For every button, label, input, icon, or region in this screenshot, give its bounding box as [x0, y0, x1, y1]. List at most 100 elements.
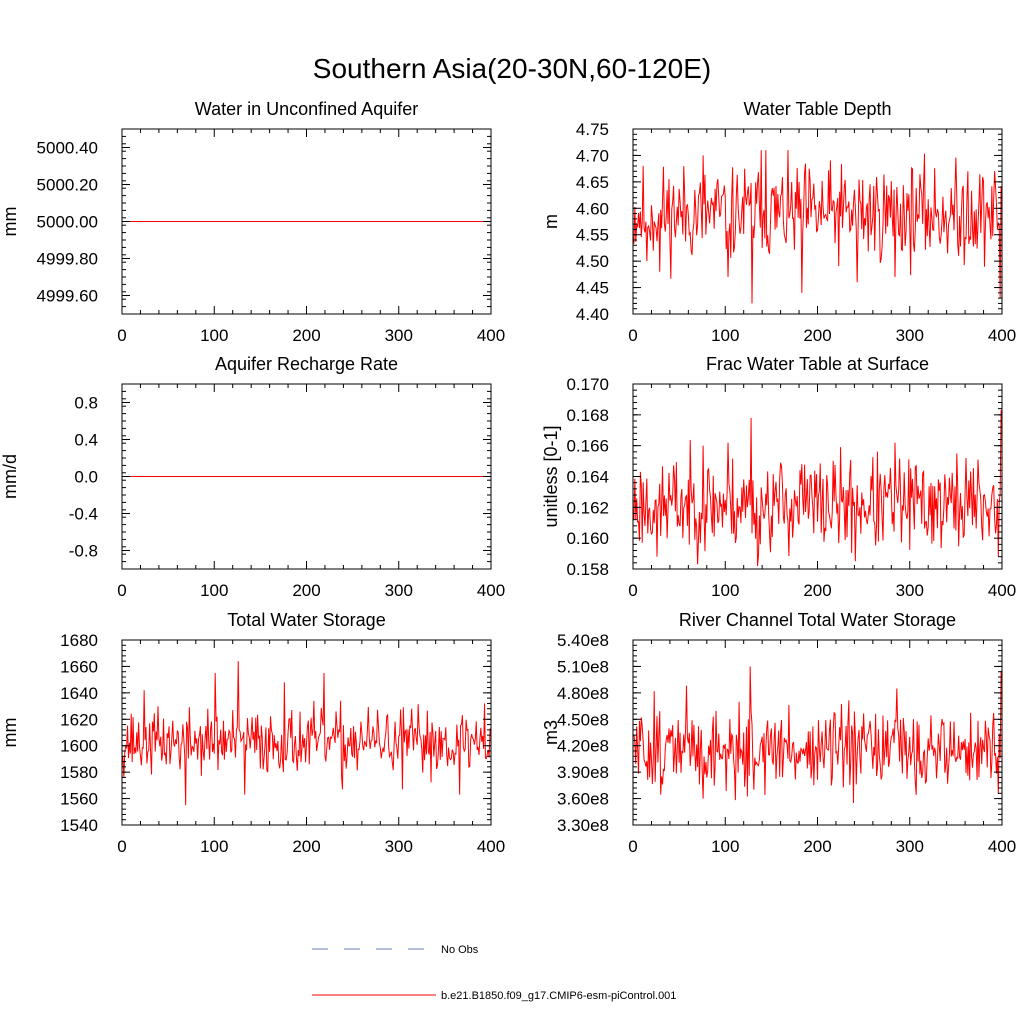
x-tick-label: 100	[200, 581, 228, 600]
x-tick-label: 400	[988, 326, 1016, 345]
x-tick-label: 400	[477, 326, 505, 345]
y-tick-label: 1640	[60, 684, 98, 703]
x-tick-label: 0	[117, 837, 126, 856]
x-tick-label: 200	[292, 581, 320, 600]
plot-frame	[632, 383, 1003, 570]
y-tick-label: 3.90e8	[557, 763, 609, 782]
panel-5: Total Water Storage mm 0 100 200 300 400 1540 15…	[0, 610, 505, 856]
y-tick-label: 0.8	[74, 394, 98, 413]
x-tick-label: 200	[803, 837, 831, 856]
x-tick-label: 0	[628, 581, 637, 600]
x-tick-label: 300	[385, 326, 413, 345]
x-tick-label: 400	[988, 837, 1016, 856]
x-tick-label: 0	[628, 837, 637, 856]
x-tick-label: 200	[803, 581, 831, 600]
y-tick-label: 4.45	[576, 279, 609, 298]
series-line	[633, 410, 1002, 566]
series-line	[122, 661, 491, 806]
y-tick-label: 4.75	[576, 120, 609, 139]
panel-title: Total Water Storage	[227, 610, 385, 630]
panel-title: Aquifer Recharge Rate	[215, 354, 398, 374]
y-tick-label: 1620	[60, 710, 98, 729]
panel-2: Water Table Depth m 0 100 200 300 400 4.40 4.45 4…	[541, 99, 1016, 345]
y-tick-label: 4.40	[576, 305, 609, 324]
y-tick-label: 0.170	[566, 375, 609, 394]
x-tick-label: 400	[477, 837, 505, 856]
y-tick-label: 4999.60	[37, 287, 98, 306]
y-axis-label: m	[541, 214, 561, 229]
y-axis-label: m3	[541, 720, 561, 745]
y-tick-label: 4.60	[576, 199, 609, 218]
x-tick-label: 100	[711, 581, 739, 600]
x-tick-label: 300	[896, 326, 924, 345]
y-tick-label: 4.20e8	[557, 737, 609, 756]
x-tick-label: 200	[292, 837, 320, 856]
legend-label-model: b.e21.B1850.f09_g17.CMIP6-esm-piControl.…	[441, 990, 676, 1002]
x-tick-label: 100	[711, 326, 739, 345]
y-axis-label: unitless [0-1]	[541, 425, 561, 527]
y-tick-label: 0.4	[74, 431, 98, 450]
panel-title: Water in Unconfined Aquifer	[195, 99, 418, 119]
legend-label-no-obs: No Obs	[441, 944, 479, 956]
y-tick-label: 3.30e8	[557, 816, 609, 835]
panel-3: Aquifer Recharge Rate mm/d 0 100 200 300 400 -0…	[0, 354, 505, 600]
y-tick-label: 0.158	[566, 560, 609, 579]
y-tick-label: 4.55	[576, 226, 609, 245]
x-tick-label: 300	[896, 581, 924, 600]
panel-1: Water in Unconfined Aquifer mm 0 100 200 300 4…	[0, 99, 505, 345]
y-tick-label: 0.0	[74, 468, 98, 487]
y-tick-label: 1680	[60, 631, 98, 650]
y-tick-label: 1600	[60, 737, 98, 756]
plot-frame	[632, 639, 1003, 826]
y-tick-label: 4.80e8	[557, 684, 609, 703]
y-tick-label: 0.164	[566, 468, 609, 487]
x-tick-label: 200	[292, 326, 320, 345]
y-tick-label: 5.40e8	[557, 631, 609, 650]
y-tick-label: 4999.80	[37, 250, 98, 269]
y-tick-label: 1660	[60, 657, 98, 676]
y-tick-label: 4.65	[576, 173, 609, 192]
panels: Water in Unconfined Aquifer mm 0 100 200 300 4…	[0, 99, 1016, 856]
y-tick-label: 5000.40	[37, 139, 98, 158]
x-tick-label: 100	[711, 837, 739, 856]
panel-title: Water Table Depth	[743, 99, 891, 119]
x-tick-label: 400	[477, 581, 505, 600]
y-tick-label: 0.162	[566, 498, 609, 517]
panel-6: River Channel Total Water Storage m3 0 100 2…	[541, 610, 1016, 856]
y-tick-label: 1560	[60, 790, 98, 809]
y-tick-label: -0.8	[69, 542, 98, 561]
y-axis-label: mm/d	[0, 454, 20, 499]
x-tick-label: 300	[385, 581, 413, 600]
y-axis-label: mm	[0, 207, 20, 237]
x-tick-label: 0	[117, 581, 126, 600]
panel-title: River Channel Total Water Storage	[679, 610, 956, 630]
legend: No Obs b.e21.B1850.f09_g17.CMIP6-esm-piC…	[312, 944, 676, 1002]
figure-title: Southern Asia(20-30N,60-120E)	[313, 53, 711, 84]
y-tick-label: 4.70	[576, 146, 609, 165]
y-tick-label: -0.4	[69, 505, 98, 524]
x-tick-label: 200	[803, 326, 831, 345]
panel-4: Frac Water Table at Surface unitless [0-1…	[541, 354, 1016, 600]
y-tick-label: 0.160	[566, 529, 609, 548]
x-tick-label: 300	[896, 837, 924, 856]
x-tick-label: 100	[200, 837, 228, 856]
x-tick-label: 0	[117, 326, 126, 345]
y-tick-label: 5000.00	[37, 213, 98, 232]
y-tick-label: 0.168	[566, 406, 609, 425]
y-tick-label: 1540	[60, 816, 98, 835]
y-tick-label: 5000.20	[37, 176, 98, 195]
x-tick-label: 300	[385, 837, 413, 856]
series-line	[633, 666, 1002, 803]
panel-title: Frac Water Table at Surface	[706, 354, 929, 374]
y-tick-label: 4.50e8	[557, 710, 609, 729]
y-tick-label: 3.60e8	[557, 790, 609, 809]
y-tick-label: 5.10e8	[557, 657, 609, 676]
x-tick-label: 100	[200, 326, 228, 345]
y-axis-label: mm	[0, 718, 20, 748]
x-tick-label: 400	[988, 581, 1016, 600]
x-tick-label: 0	[628, 326, 637, 345]
y-tick-label: 1580	[60, 763, 98, 782]
y-tick-label: 4.50	[576, 252, 609, 271]
y-tick-label: 0.166	[566, 437, 609, 456]
